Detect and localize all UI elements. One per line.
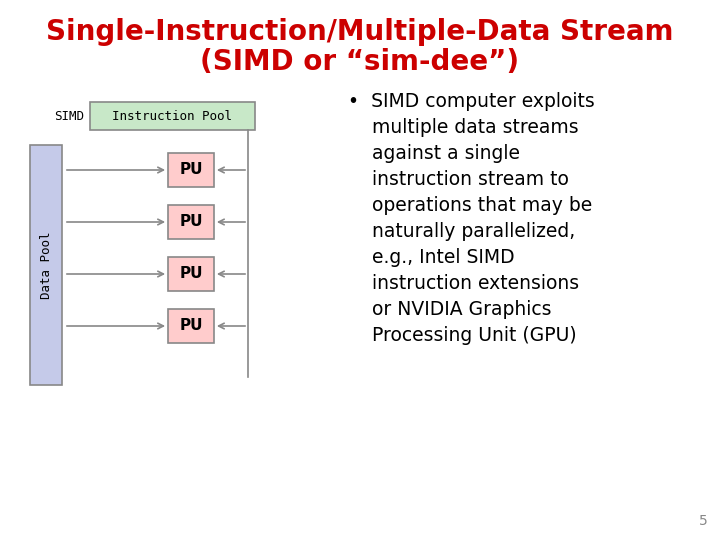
Bar xyxy=(168,309,214,343)
Bar xyxy=(90,102,255,130)
Text: instruction extensions: instruction extensions xyxy=(348,274,579,293)
Text: PU: PU xyxy=(179,319,203,334)
Text: Data Pool: Data Pool xyxy=(40,231,53,299)
Text: PU: PU xyxy=(179,267,203,281)
Bar xyxy=(168,257,214,291)
Text: PU: PU xyxy=(179,163,203,178)
Text: •  SIMD computer exploits: • SIMD computer exploits xyxy=(348,92,595,111)
Text: e.g., Intel SIMD: e.g., Intel SIMD xyxy=(348,248,515,267)
Text: (SIMD or “sim-dee”): (SIMD or “sim-dee”) xyxy=(200,48,520,76)
Text: 5: 5 xyxy=(699,514,708,528)
Text: Single-Instruction/Multiple-Data Stream: Single-Instruction/Multiple-Data Stream xyxy=(46,18,674,46)
Bar xyxy=(30,145,62,385)
Bar xyxy=(168,153,214,187)
Text: against a single: against a single xyxy=(348,144,520,163)
Bar xyxy=(168,205,214,239)
Text: instruction stream to: instruction stream to xyxy=(348,170,569,189)
Text: SIMD: SIMD xyxy=(54,110,84,123)
Text: multiple data streams: multiple data streams xyxy=(348,118,579,137)
Text: PU: PU xyxy=(179,214,203,230)
Text: Processing Unit (GPU): Processing Unit (GPU) xyxy=(348,326,577,345)
Text: naturally parallelized,: naturally parallelized, xyxy=(348,222,575,241)
Text: operations that may be: operations that may be xyxy=(348,196,593,215)
Text: or NVIDIA Graphics: or NVIDIA Graphics xyxy=(348,300,552,319)
Text: Instruction Pool: Instruction Pool xyxy=(112,110,233,123)
